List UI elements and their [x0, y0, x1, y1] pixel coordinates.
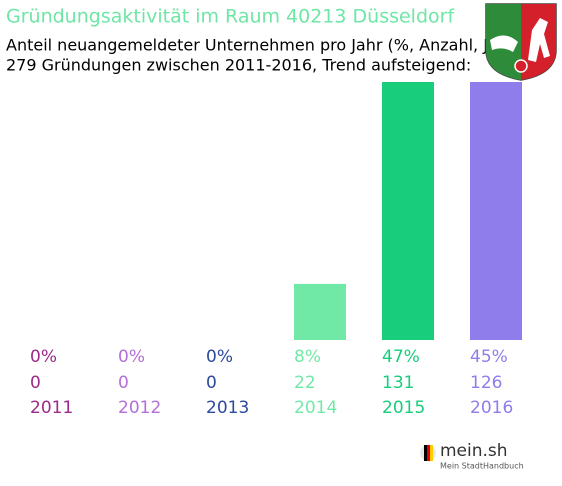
x-tick-label: 2011 [30, 398, 73, 418]
count-label: 0 [30, 373, 41, 393]
x-tick-label: 2013 [206, 398, 249, 418]
bar [470, 82, 522, 340]
share-label: 8% [294, 347, 321, 367]
x-tick-label: 2012 [118, 398, 161, 418]
coat-of-arms [485, 3, 557, 81]
x-tick-label: 2015 [382, 398, 425, 418]
count-label: 0 [118, 373, 129, 393]
chart-title: Gründungsaktivität im Raum 40213 Düsseld… [6, 6, 455, 28]
share-label: 47% [382, 347, 420, 367]
count-label: 0 [206, 373, 217, 393]
share-label: 0% [206, 347, 233, 367]
count-label: 131 [382, 373, 414, 393]
x-tick-label: 2016 [470, 398, 513, 418]
subtitle: Anteil neuangemeldeter Unternehmen pro J… [6, 36, 521, 55]
bar [294, 283, 346, 340]
x-tick-label: 2014 [294, 398, 337, 418]
bar [382, 82, 434, 340]
count-label: 126 [470, 373, 502, 393]
logo-name: mein.sh [440, 441, 508, 461]
share-label: 45% [470, 347, 508, 367]
logo: mein.sh Mein StadtHandbuch [418, 434, 524, 474]
count-label: 22 [294, 373, 316, 393]
share-label: 0% [30, 347, 57, 367]
logo-tagline: Mein StadtHandbuch [440, 462, 524, 471]
share-label: 0% [118, 347, 145, 367]
subtitle: 279 Gründungen zwischen 2011-2016, Trend… [6, 56, 471, 75]
